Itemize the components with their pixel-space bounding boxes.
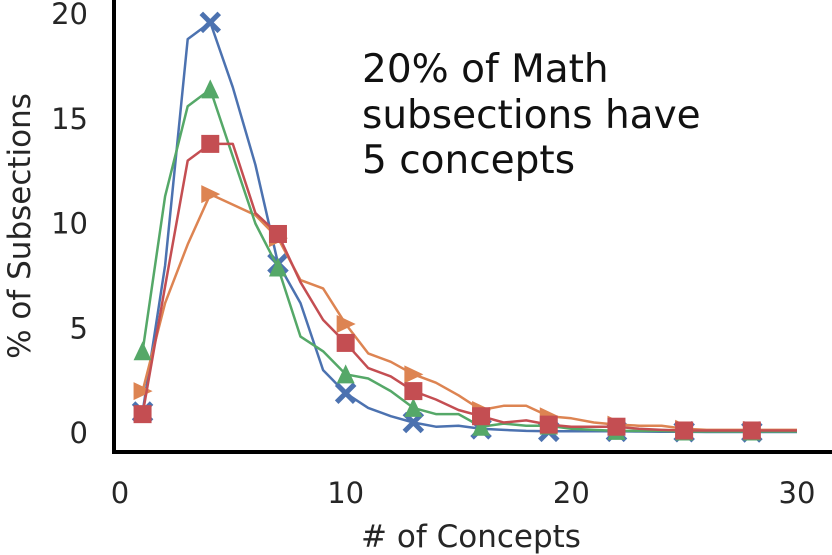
annotation-line-1: 20% of Math: [362, 47, 609, 92]
series-triangle-right: [133, 185, 797, 439]
series-square: [133, 134, 797, 440]
y-axis-label: % of Subsections: [2, 93, 38, 359]
data-point-marker: [334, 382, 357, 404]
annotation-line-2: subsections have: [362, 93, 701, 138]
annotation-line-3: 5 concepts: [362, 138, 575, 183]
x-axis-label: # of Concepts: [361, 519, 581, 555]
data-point-marker: [404, 365, 424, 384]
x-tick-label: 20: [553, 476, 590, 510]
y-tick-label: 15: [51, 102, 88, 136]
x-tick-label: 0: [111, 476, 129, 510]
y-tick-labels: 0 5 10 15 20: [51, 0, 88, 450]
data-point-marker: [336, 364, 355, 384]
series-line: [141, 192, 797, 432]
data-point-marker: [268, 257, 287, 277]
data-point-marker: [404, 397, 423, 417]
x-tick-label: 10: [327, 476, 364, 510]
data-point-marker: [472, 407, 491, 426]
data-point-marker: [336, 333, 355, 352]
data-point-marker: [742, 421, 761, 440]
data-point-marker: [133, 341, 152, 361]
data-point-marker: [133, 405, 152, 424]
data-point-marker: [539, 415, 558, 434]
x-tick-labels: 0 10 20 30: [111, 476, 816, 510]
data-point-marker: [268, 224, 287, 243]
series-line: [141, 142, 797, 432]
data-point-marker: [201, 134, 220, 153]
y-tick-label: 10: [51, 207, 88, 241]
data-point-marker: [336, 315, 356, 334]
data-point-marker: [199, 11, 222, 34]
data-point-marker: [404, 382, 423, 401]
data-point-marker: [675, 421, 694, 440]
data-point-marker: [201, 79, 220, 99]
y-tick-label: 20: [51, 0, 88, 31]
data-point-marker: [472, 416, 491, 436]
data-point-marker: [201, 185, 221, 204]
series-layer: [131, 11, 797, 443]
data-point-marker: [607, 417, 626, 436]
y-tick-label: 0: [70, 416, 88, 450]
x-tick-label: 30: [779, 476, 816, 510]
data-point-marker: [133, 382, 153, 401]
y-tick-label: 5: [70, 311, 88, 345]
